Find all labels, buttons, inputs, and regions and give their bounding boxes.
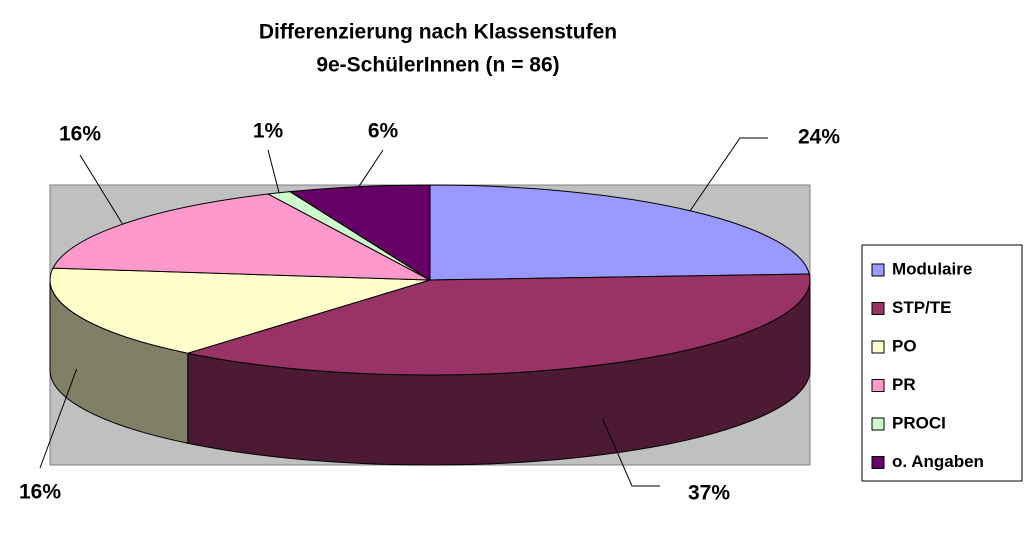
legend-swatch [871,263,885,277]
legend-label: PO [892,336,917,355]
data-label: 16% [59,123,101,146]
leader-line [79,154,123,225]
legend-swatch [871,302,885,315]
slice [429,184,810,281]
legend-swatch [871,340,885,354]
slice [288,184,431,281]
legend-swatch [871,417,885,431]
legend-label: o. Angaben [892,452,984,471]
leader-line [689,137,768,212]
data-label: 24% [798,126,840,149]
chart-title: Differenzierung nach Klassenstufen [259,21,617,44]
legend-box [861,244,1023,482]
legend-swatch [871,456,885,469]
legend-swatch [871,379,885,392]
leader-line [39,368,78,469]
data-label: 37% [688,482,730,505]
legend-label: PR [892,375,916,394]
slice [49,267,431,354]
data-label: 16% [19,481,61,504]
data-label: 6% [368,120,399,143]
legend-label: Modulaire [892,259,972,278]
leader-line [358,149,384,187]
leader-line [602,418,660,487]
data-label: 1% [253,120,284,143]
legend-label: PROCI [892,413,946,432]
leader-line [267,149,280,193]
legend-label: STP/TE [892,298,952,317]
slice [187,273,811,376]
chart-subtitle: 9e-SchülerInnen (n = 86) [316,54,559,77]
